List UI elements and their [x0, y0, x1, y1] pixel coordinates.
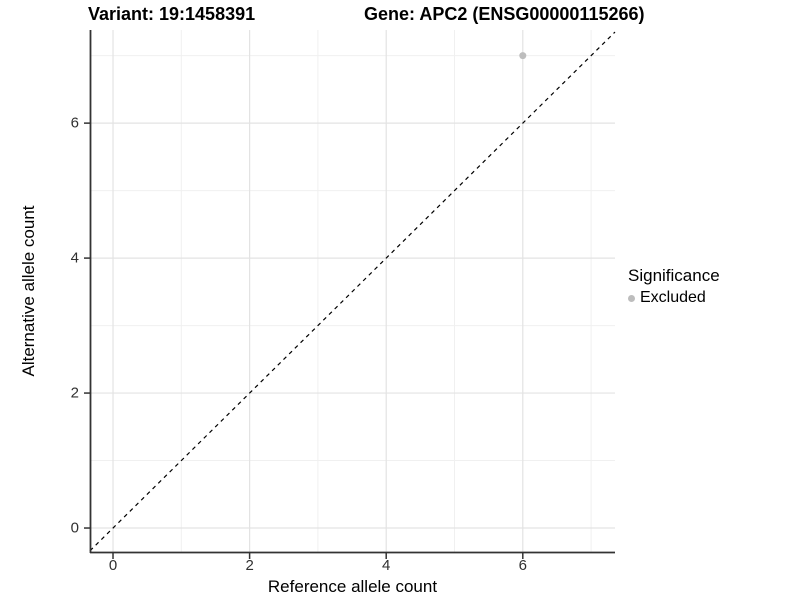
y-tick-label: 4 — [70, 249, 79, 267]
identity-dashed-line — [89, 31, 616, 552]
data-point — [519, 52, 527, 60]
legend-point-icon — [628, 294, 635, 302]
plot-panel — [84, 30, 616, 559]
legend: Significance Excluded — [628, 266, 720, 307]
y-axis-title: Alternative allele count — [19, 205, 38, 377]
y-tick-label: 6 — [70, 114, 79, 132]
y-tick-label: 2 — [70, 384, 79, 402]
gene-title: Gene: APC2 (ENSG00000115266) — [364, 4, 645, 24]
x-tick-label: 2 — [245, 557, 254, 574]
legend-item: Excluded — [628, 289, 720, 307]
legend-title: Significance — [628, 266, 720, 285]
y-axis-tick-labels: 0 2 4 6 — [40, 30, 79, 553]
x-tick-label: 4 — [382, 557, 391, 574]
variant-title: Variant: 19:1458391 — [88, 4, 256, 24]
x-axis-title: Reference allele count — [267, 577, 438, 596]
x-tick-label: 6 — [518, 557, 527, 574]
chart-canvas — [84, 30, 616, 559]
legend-item-label: Excluded — [640, 289, 706, 306]
y-tick-label: 0 — [70, 519, 79, 537]
legend-items: Excluded — [628, 289, 720, 307]
x-tick-label: 0 — [108, 557, 118, 574]
x-axis-tick-labels: 0 2 4 6 — [90, 557, 615, 577]
